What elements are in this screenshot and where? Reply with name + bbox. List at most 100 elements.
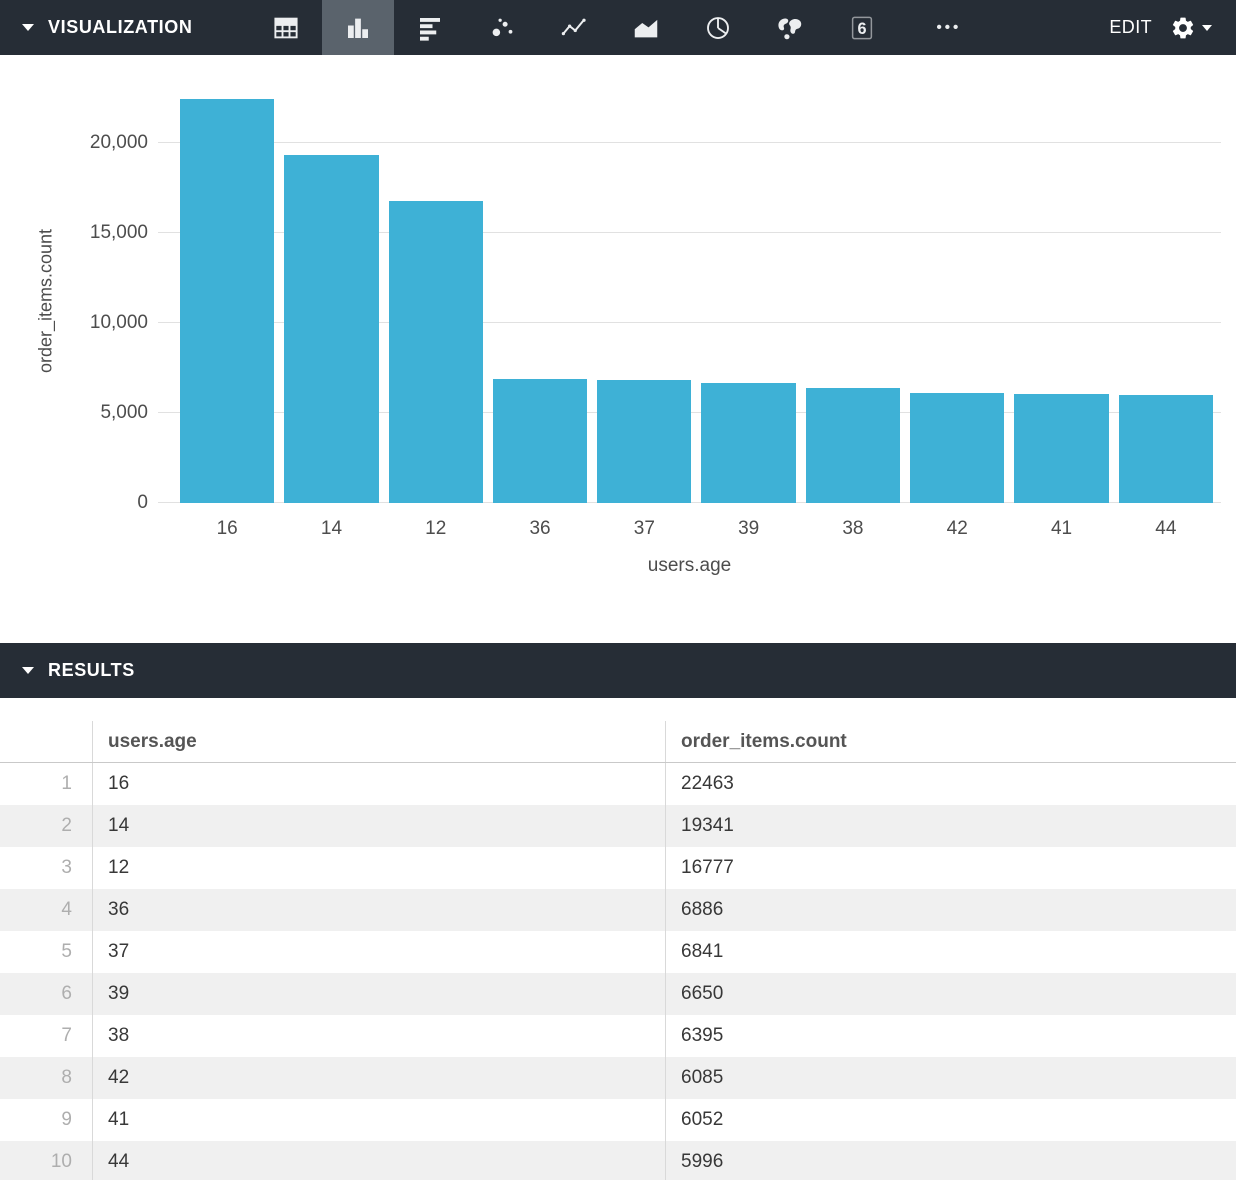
collapse-caret-icon: [22, 24, 34, 31]
visualization-collapse-toggle[interactable]: VISUALIZATION: [0, 17, 192, 38]
edit-button[interactable]: EDIT: [1109, 17, 1152, 37]
gridline: [158, 142, 1221, 143]
collapse-caret-icon: [22, 667, 34, 674]
bar-41[interactable]: [1014, 394, 1109, 503]
cell-users-age[interactable]: 44: [92, 1141, 665, 1180]
table-row: 5 37 6841: [0, 931, 1236, 973]
bar-39[interactable]: [701, 383, 796, 503]
table-body: 1 16 22463 2 14 19341 3 12 16777 4 36 6886 5 37 6841 6 3…: [0, 763, 1236, 1180]
cell-order-items-count[interactable]: 6085: [665, 1057, 1236, 1099]
row-number: 3: [61, 857, 72, 878]
settings-button[interactable]: [1170, 15, 1212, 41]
y-tick-label: 15,000: [89, 222, 148, 243]
table-row: 3 12 16777: [0, 847, 1236, 889]
cell-users-age[interactable]: 12: [92, 847, 665, 889]
svg-text:6: 6: [858, 19, 867, 37]
cell-users-age[interactable]: 14: [92, 805, 665, 847]
row-number: 10: [50, 1151, 72, 1172]
cell-users-age[interactable]: 41: [92, 1099, 665, 1141]
results-panel-title: RESULTS: [48, 660, 135, 680]
cell-order-items-count[interactable]: 6841: [665, 931, 1236, 973]
gridline: [158, 232, 1221, 233]
x-tick-label: 42: [946, 518, 968, 539]
bar-chart-icon[interactable]: [394, 0, 466, 55]
cell-order-items-count[interactable]: 5996: [665, 1141, 1236, 1180]
results-collapse-toggle[interactable]: RESULTS: [0, 660, 135, 681]
y-tick-label: 5,000: [100, 402, 148, 423]
x-tick-label: 41: [1050, 518, 1073, 539]
column-header-order-items-count[interactable]: order_items.count: [665, 721, 1236, 762]
y-axis-ticks: 0 5,000 10,000 15,000 20,000: [60, 98, 158, 513]
table-row: 9 41 6052: [0, 1099, 1236, 1141]
map-chart-icon[interactable]: [754, 0, 826, 55]
bar-16[interactable]: [180, 98, 275, 503]
y-tick-label: 0: [137, 492, 148, 513]
row-number: 1: [61, 773, 72, 794]
cell-order-items-count[interactable]: 6052: [665, 1099, 1236, 1141]
cell-order-items-count[interactable]: 6395: [665, 1015, 1236, 1057]
cell-users-age[interactable]: 37: [92, 931, 665, 973]
row-number: 5: [61, 941, 72, 962]
cell-users-age[interactable]: 16: [92, 763, 665, 805]
table-row: 10 44 5996: [0, 1141, 1236, 1180]
gridline: [158, 322, 1221, 323]
cell-order-items-count[interactable]: 6650: [665, 973, 1236, 1015]
y-tick-label: 10,000: [89, 312, 148, 333]
table-row: 4 36 6886: [0, 889, 1236, 931]
viz-actions: EDIT: [1109, 15, 1236, 41]
row-number-header: [0, 721, 92, 762]
cell-order-items-count[interactable]: 16777: [665, 847, 1236, 889]
column-chart-icon[interactable]: [322, 0, 395, 55]
column-header-users-age[interactable]: users.age: [92, 721, 665, 762]
bars-row: [158, 98, 1221, 503]
viz-type-toolbar: 6: [250, 0, 898, 55]
cell-users-age[interactable]: 38: [92, 1015, 665, 1057]
x-axis-label: users.age: [647, 555, 732, 576]
scatter-chart-icon[interactable]: [466, 0, 538, 55]
area-chart-icon[interactable]: [610, 0, 682, 55]
row-number: 4: [61, 899, 72, 920]
cell-order-items-count[interactable]: 22463: [665, 763, 1236, 805]
x-tick-label: 12: [425, 518, 447, 539]
row-number: 2: [61, 815, 72, 836]
visualization-panel-title: VISUALIZATION: [48, 17, 193, 37]
table-header-row: users.age order_items.count: [0, 721, 1236, 763]
x-tick-label: 39: [738, 518, 760, 539]
x-tick-label: 36: [529, 518, 551, 539]
table-icon[interactable]: [250, 0, 322, 55]
y-tick-label: 20,000: [89, 132, 148, 153]
cell-users-age[interactable]: 39: [92, 973, 665, 1015]
bar-36[interactable]: [492, 379, 588, 503]
row-number: 9: [61, 1109, 72, 1130]
bar-38[interactable]: [805, 387, 901, 503]
x-axis-ticks: 16 14 12 36 37 39 38 42 41 44: [158, 518, 1221, 540]
x-tick-label: 14: [320, 518, 343, 539]
cell-users-age[interactable]: 36: [92, 889, 665, 931]
cell-users-age[interactable]: 42: [92, 1057, 665, 1099]
more-viz-types-button[interactable]: •••: [936, 19, 962, 36]
table-row: 2 14 19341: [0, 805, 1236, 847]
row-number: 8: [61, 1067, 72, 1088]
cell-order-items-count[interactable]: 19341: [665, 805, 1236, 847]
line-chart-icon[interactable]: [538, 0, 610, 55]
bar-12[interactable]: [388, 201, 483, 503]
x-tick-label: 38: [842, 518, 864, 539]
bar-37[interactable]: [597, 379, 692, 503]
results-header: RESULTS: [0, 643, 1236, 698]
bar-14[interactable]: [284, 154, 379, 503]
bar-44[interactable]: [1118, 395, 1213, 503]
pie-chart-icon[interactable]: [682, 0, 754, 55]
results-table: users.age order_items.count 1 16 22463 2 14 1…: [0, 698, 1236, 1180]
row-number: 7: [61, 1025, 72, 1046]
gear-icon: [1172, 17, 1194, 38]
bar-42[interactable]: [910, 393, 1005, 503]
table-row: 7 38 6395: [0, 1015, 1236, 1057]
single-value-icon[interactable]: 6: [826, 0, 898, 55]
bar-chart: order_items.count 0 5,000 10,000 15,000 20,0…: [0, 55, 1236, 643]
visualization-header: VISUALIZATION 6 ••• EDIT: [0, 0, 1236, 55]
cell-order-items-count[interactable]: 6886: [665, 889, 1236, 931]
x-tick-label: 44: [1155, 518, 1177, 539]
x-tick-label: 16: [216, 518, 238, 539]
table-row: 8 42 6085: [0, 1057, 1236, 1099]
y-axis-label: order_items.count: [35, 228, 56, 374]
